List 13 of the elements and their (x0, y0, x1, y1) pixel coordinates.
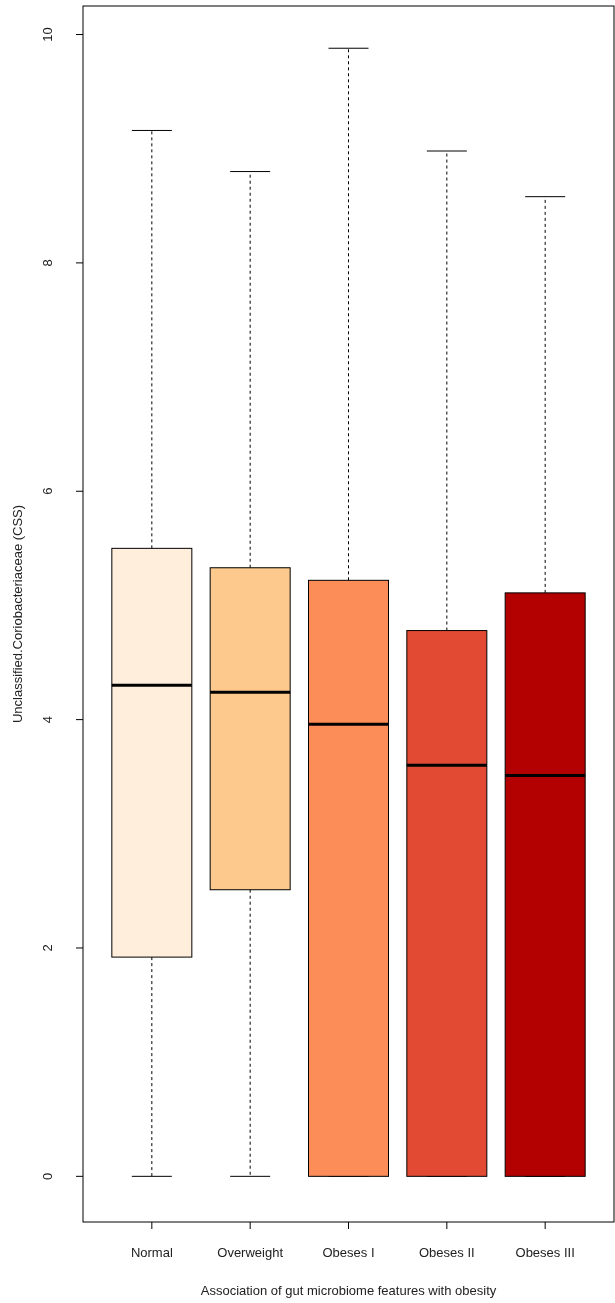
x-axis-title: Association of gut microbiome features with obesity (200, 1283, 497, 1298)
x-tick-label: Obeses II (419, 1245, 475, 1260)
y-tick-label: 0 (40, 1172, 55, 1180)
y-tick-label: 4 (40, 716, 55, 724)
x-tick-label: Obeses I (322, 1245, 375, 1260)
x-tick-label: Obeses III (515, 1245, 575, 1260)
y-tick-label: 8 (40, 259, 55, 267)
y-tick-label: 10 (40, 27, 55, 42)
y-tick-label: 6 (40, 487, 55, 495)
x-tick-label: Normal (130, 1245, 173, 1260)
x-tick-label: Overweight (217, 1245, 284, 1260)
y-axis-title: Unclassified.Coriobacteriaceae (CSS) (10, 504, 25, 724)
y-tick-label: 2 (40, 944, 55, 952)
